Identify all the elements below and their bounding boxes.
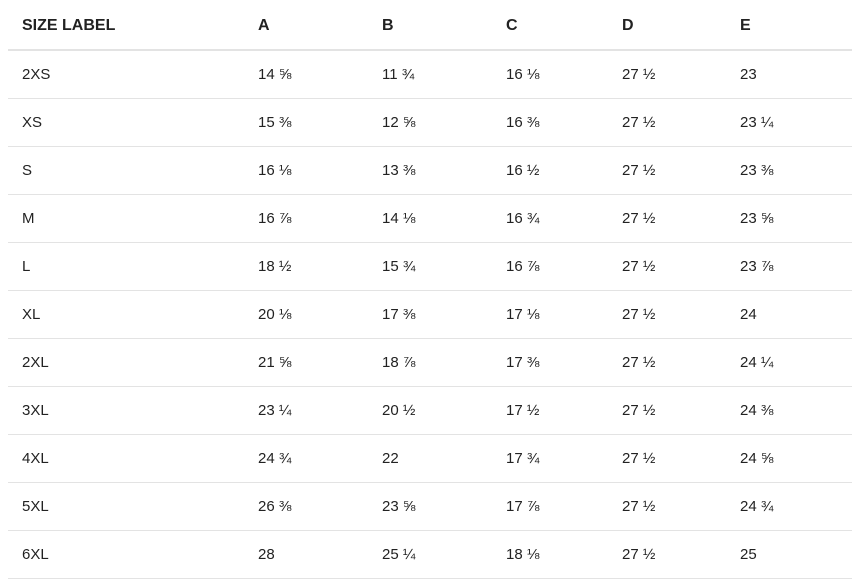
measurement: 27 ½ (622, 66, 656, 83)
table-row: 4XL 24 ¾ 22 17 ¾ 27 ½ 24 ⅝ (8, 435, 852, 483)
measurement: 27 ½ (622, 354, 656, 371)
table-row: S 16 ⅛ 13 ⅜ 16 ½ 27 ½ 23 ⅜ (8, 147, 852, 195)
measurement: 23 ⅝ (740, 210, 774, 227)
table-row: 2XL 21 ⅝ 18 ⅞ 17 ⅜ 27 ½ 24 ¼ (8, 339, 852, 387)
measurement: 28 (258, 546, 275, 563)
size-label: 6XL (22, 546, 49, 563)
header-cell: C (506, 17, 518, 34)
header-cell: A (258, 17, 270, 34)
measurement: 27 ½ (622, 210, 656, 227)
measurement: 27 ½ (622, 258, 656, 275)
measurement: 14 ⅝ (258, 66, 292, 83)
size-label: 4XL (22, 450, 49, 467)
size-label: 5XL (22, 498, 49, 515)
table-row: L 18 ½ 15 ¾ 16 ⅞ 27 ½ 23 ⅞ (8, 243, 852, 291)
measurement: 16 ¾ (506, 210, 540, 227)
measurement: 17 ½ (506, 402, 540, 419)
measurement: 14 ⅛ (382, 210, 416, 227)
measurement: 25 (740, 546, 757, 563)
measurement: 17 ⅞ (506, 498, 540, 515)
measurement: 16 ⅜ (506, 114, 540, 131)
measurement: 27 ½ (622, 306, 656, 323)
measurement: 20 ½ (382, 402, 416, 419)
measurement: 27 ½ (622, 450, 656, 467)
measurement: 15 ¾ (382, 258, 416, 275)
measurement: 23 ⅜ (740, 162, 774, 179)
header-cell: D (622, 17, 634, 34)
measurement: 17 ¾ (506, 450, 540, 467)
measurement: 24 ⅝ (740, 450, 774, 467)
measurement: 16 ½ (506, 162, 540, 179)
size-table: SIZE LABEL A B C D E 2XS 14 ⅝ 11 ¾ 16 ⅛ 27 ½ 23 XS 15… (8, 0, 852, 579)
measurement: 26 ⅜ (258, 498, 292, 515)
header-cell: B (382, 17, 394, 34)
measurement: 23 ¼ (258, 402, 292, 419)
measurement: 27 ½ (622, 402, 656, 419)
size-label: M (22, 210, 35, 227)
measurement: 16 ⅛ (506, 66, 540, 83)
measurement: 24 ¼ (740, 354, 774, 371)
header-cell: E (740, 17, 751, 34)
measurement: 18 ½ (258, 258, 292, 275)
measurement: 16 ⅛ (258, 162, 292, 179)
table-row: 3XL 23 ¼ 20 ½ 17 ½ 27 ½ 24 ⅜ (8, 387, 852, 435)
size-label: 3XL (22, 402, 49, 419)
measurement: 13 ⅜ (382, 162, 416, 179)
measurement: 16 ⅞ (258, 210, 292, 227)
size-label: 2XS (22, 66, 51, 83)
measurement: 27 ½ (622, 498, 656, 515)
measurement: 27 ½ (622, 546, 656, 563)
measurement: 16 ⅞ (506, 258, 540, 275)
measurement: 18 ⅞ (382, 354, 416, 371)
measurement: 17 ⅛ (506, 306, 540, 323)
header-cell: SIZE LABEL (22, 17, 116, 34)
size-label: L (22, 258, 31, 275)
measurement: 22 (382, 450, 399, 467)
table-row: XS 15 ⅜ 12 ⅝ 16 ⅜ 27 ½ 23 ¼ (8, 99, 852, 147)
measurement: 20 ⅛ (258, 306, 292, 323)
measurement: 23 ¼ (740, 114, 774, 131)
measurement: 23 (740, 66, 757, 83)
header-row: SIZE LABEL A B C D E (8, 0, 852, 51)
measurement: 24 ¾ (740, 498, 774, 515)
measurement: 24 (740, 306, 757, 323)
measurement: 27 ½ (622, 162, 656, 179)
table-row: M 16 ⅞ 14 ⅛ 16 ¾ 27 ½ 23 ⅝ (8, 195, 852, 243)
measurement: 15 ⅜ (258, 114, 292, 131)
table-row: 5XL 26 ⅜ 23 ⅝ 17 ⅞ 27 ½ 24 ¾ (8, 483, 852, 531)
table-row: 6XL 28 25 ¼ 18 ⅛ 27 ½ 25 (8, 531, 852, 579)
measurement: 24 ⅜ (740, 402, 774, 419)
size-label: S (22, 162, 33, 179)
measurement: 17 ⅜ (382, 306, 416, 323)
measurement: 23 ⅝ (382, 498, 416, 515)
measurement: 21 ⅝ (258, 354, 292, 371)
measurement: 27 ½ (622, 114, 656, 131)
size-label: 2XL (22, 354, 49, 371)
measurement: 25 ¼ (382, 546, 416, 563)
measurement: 18 ⅛ (506, 546, 540, 563)
measurement: 11 ¾ (382, 66, 415, 83)
size-label: XS (22, 114, 43, 131)
table-row: 2XS 14 ⅝ 11 ¾ 16 ⅛ 27 ½ 23 (8, 51, 852, 99)
measurement: 23 ⅞ (740, 258, 774, 275)
measurement: 17 ⅜ (506, 354, 540, 371)
measurement: 24 ¾ (258, 450, 292, 467)
measurement: 12 ⅝ (382, 114, 416, 131)
size-label: XL (22, 306, 41, 323)
table-row: XL 20 ⅛ 17 ⅜ 17 ⅛ 27 ½ 24 (8, 291, 852, 339)
